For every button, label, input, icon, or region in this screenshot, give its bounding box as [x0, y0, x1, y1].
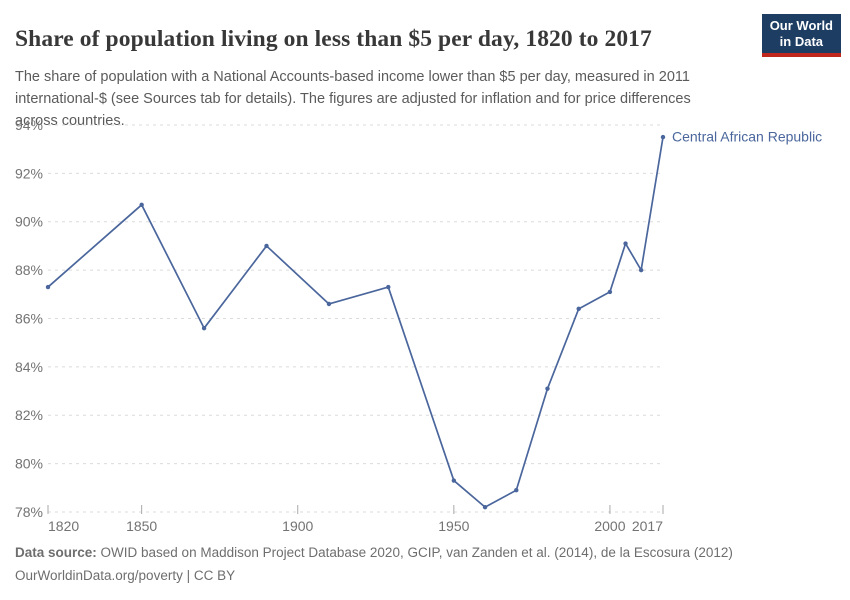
data-point[interactable] — [386, 284, 391, 290]
x-axis-tick-label: 1900 — [282, 518, 313, 534]
data-point[interactable] — [326, 301, 332, 307]
data-point[interactable] — [607, 289, 613, 295]
chart-subtitle: The share of population with a National … — [15, 68, 691, 129]
data-point[interactable] — [139, 202, 144, 208]
data-point[interactable] — [264, 243, 269, 249]
data-source-text: OWID based on Maddison Project Database … — [96, 545, 733, 560]
chart-canvas: 78% 80% 82% 84% 86% 88% 90% 92% 94% 1820 1850 1900 1… — [15, 117, 822, 534]
x-axis-tick-label: 2017 — [632, 518, 663, 534]
y-axis-tick-label: 90% — [15, 214, 43, 230]
license-line[interactable]: OurWorldinData.org/poverty | CC BY — [15, 564, 835, 587]
data-line[interactable] — [47, 136, 664, 509]
y-axis-tick-label: 80% — [15, 456, 43, 472]
x-axis-tick-label: 1950 — [438, 518, 469, 534]
data-point[interactable] — [45, 284, 51, 290]
owid-logo[interactable]: Our World in Data — [761, 14, 841, 57]
data-point[interactable] — [623, 241, 628, 246]
y-axis-tick-label: 82% — [15, 407, 43, 423]
y-axis-tick-label: 78% — [15, 504, 43, 520]
data-point[interactable] — [545, 386, 550, 391]
owid-logo-line2: in Data — [779, 34, 824, 49]
y-axis-tick-label: 92% — [15, 165, 43, 181]
data-point[interactable] — [638, 267, 644, 273]
data-point[interactable] — [514, 488, 519, 493]
y-axis-tick-label: 84% — [15, 359, 43, 375]
data-point[interactable] — [451, 478, 457, 483]
series-end-label[interactable]: Central African Republic — [672, 129, 822, 145]
x-axis-tick-label: 1850 — [126, 518, 157, 534]
chart-footer: Data source: OWID based on Maddison Proj… — [15, 541, 835, 587]
owid-logo-line1: Our World — [769, 18, 833, 33]
x-axis-tick-label: 1820 — [48, 518, 79, 534]
owid-link[interactable]: OurWorldinData.org/poverty | CC BY — [15, 568, 236, 583]
data-point[interactable] — [482, 504, 488, 510]
y-axis-tick-label: 94% — [15, 117, 43, 133]
y-axis-tick-label: 88% — [15, 262, 43, 278]
data-point[interactable] — [576, 306, 581, 312]
data-point[interactable] — [201, 325, 207, 331]
x-axis-tick-label: 2000 — [594, 518, 625, 534]
line-chart: 78% 80% 82% 84% 86% 88% 90% 92% 94% 1820 1850 1900 1… — [0, 110, 850, 542]
data-point[interactable] — [660, 134, 666, 140]
y-axis-tick-label: 86% — [15, 310, 43, 326]
data-source-label: Data source: — [15, 545, 97, 560]
data-source-line: Data source: OWID based on Maddison Proj… — [15, 541, 835, 564]
page-title: Share of population living on less than … — [15, 25, 652, 52]
